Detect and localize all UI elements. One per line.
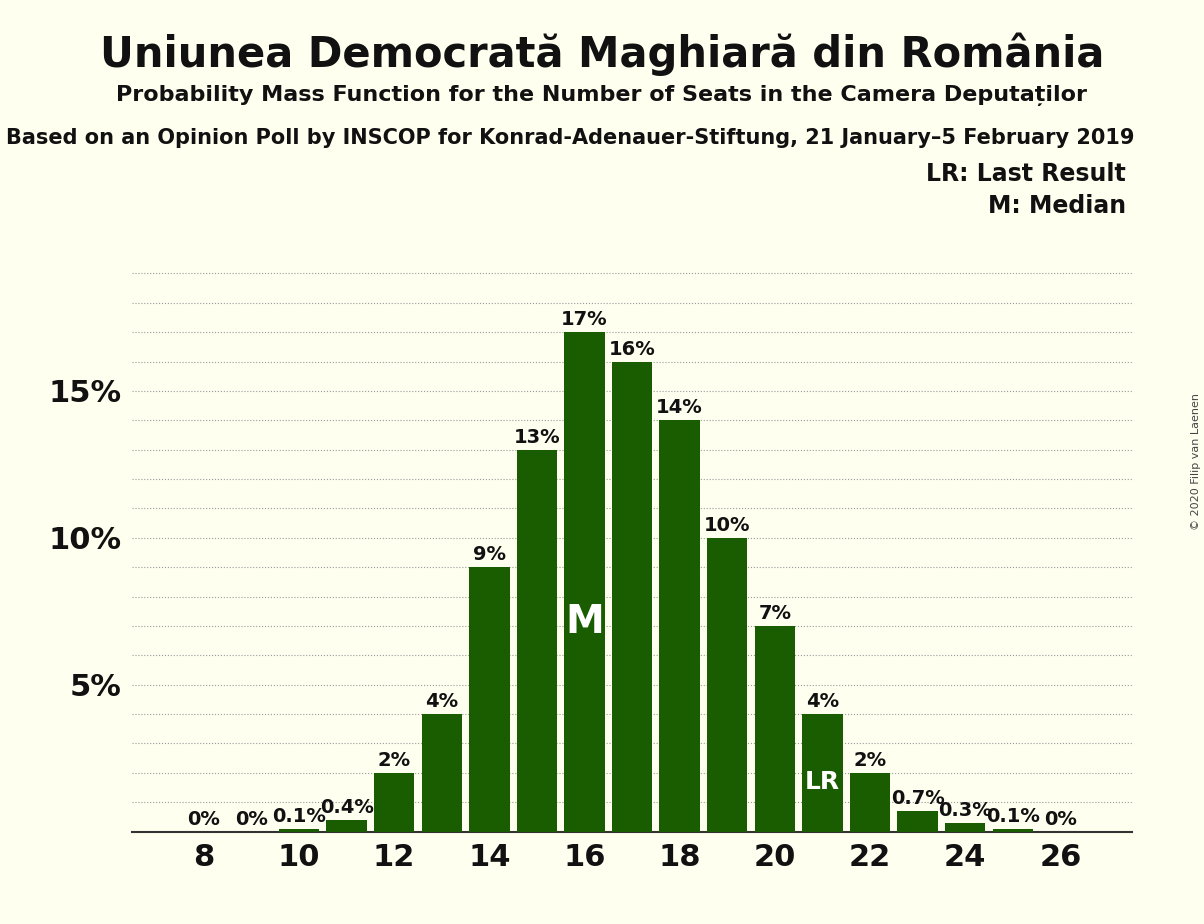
Text: 0%: 0% [235, 809, 267, 829]
Text: 10%: 10% [704, 516, 750, 535]
Bar [374, 772, 414, 832]
Text: LR: Last Result: LR: Last Result [926, 162, 1126, 186]
Bar [707, 538, 748, 832]
Bar [660, 420, 700, 832]
Text: 0.4%: 0.4% [319, 798, 373, 817]
Bar [517, 450, 557, 832]
Bar [992, 829, 1033, 832]
Text: 9%: 9% [473, 545, 506, 565]
Text: 0.3%: 0.3% [938, 801, 992, 820]
Text: 7%: 7% [759, 604, 791, 623]
Bar [945, 822, 985, 832]
Text: 0.7%: 0.7% [891, 789, 944, 808]
Text: 4%: 4% [805, 692, 839, 711]
Text: Probability Mass Function for the Number of Seats in the Camera Deputaților: Probability Mass Function for the Number… [117, 85, 1087, 106]
Text: 2%: 2% [378, 751, 411, 770]
Text: 14%: 14% [656, 398, 703, 418]
Bar [565, 332, 604, 832]
Text: M: M [565, 602, 604, 641]
Bar [897, 811, 938, 832]
Text: 4%: 4% [425, 692, 459, 711]
Bar [421, 714, 462, 832]
Bar [802, 714, 843, 832]
Bar [612, 361, 653, 832]
Bar [470, 567, 509, 832]
Bar [755, 626, 795, 832]
Text: 0.1%: 0.1% [272, 807, 326, 826]
Text: Based on an Opinion Poll by INSCOP for Konrad-Adenauer-Stiftung, 21 January–5 Fe: Based on an Opinion Poll by INSCOP for K… [6, 128, 1134, 148]
Text: 2%: 2% [854, 751, 886, 770]
Text: © 2020 Filip van Laenen: © 2020 Filip van Laenen [1191, 394, 1200, 530]
Text: M: Median: M: Median [987, 194, 1126, 218]
Bar [326, 820, 367, 832]
Text: 16%: 16% [609, 340, 655, 359]
Text: 0%: 0% [1044, 809, 1076, 829]
Text: 0%: 0% [188, 809, 220, 829]
Text: 0.1%: 0.1% [986, 807, 1040, 826]
Text: 13%: 13% [514, 428, 560, 446]
Text: Uniunea Democrată Maghiară din România: Uniunea Democrată Maghiară din România [100, 32, 1104, 76]
Text: LR: LR [805, 771, 840, 795]
Text: 17%: 17% [561, 310, 608, 329]
Bar [850, 772, 890, 832]
Bar [279, 829, 319, 832]
